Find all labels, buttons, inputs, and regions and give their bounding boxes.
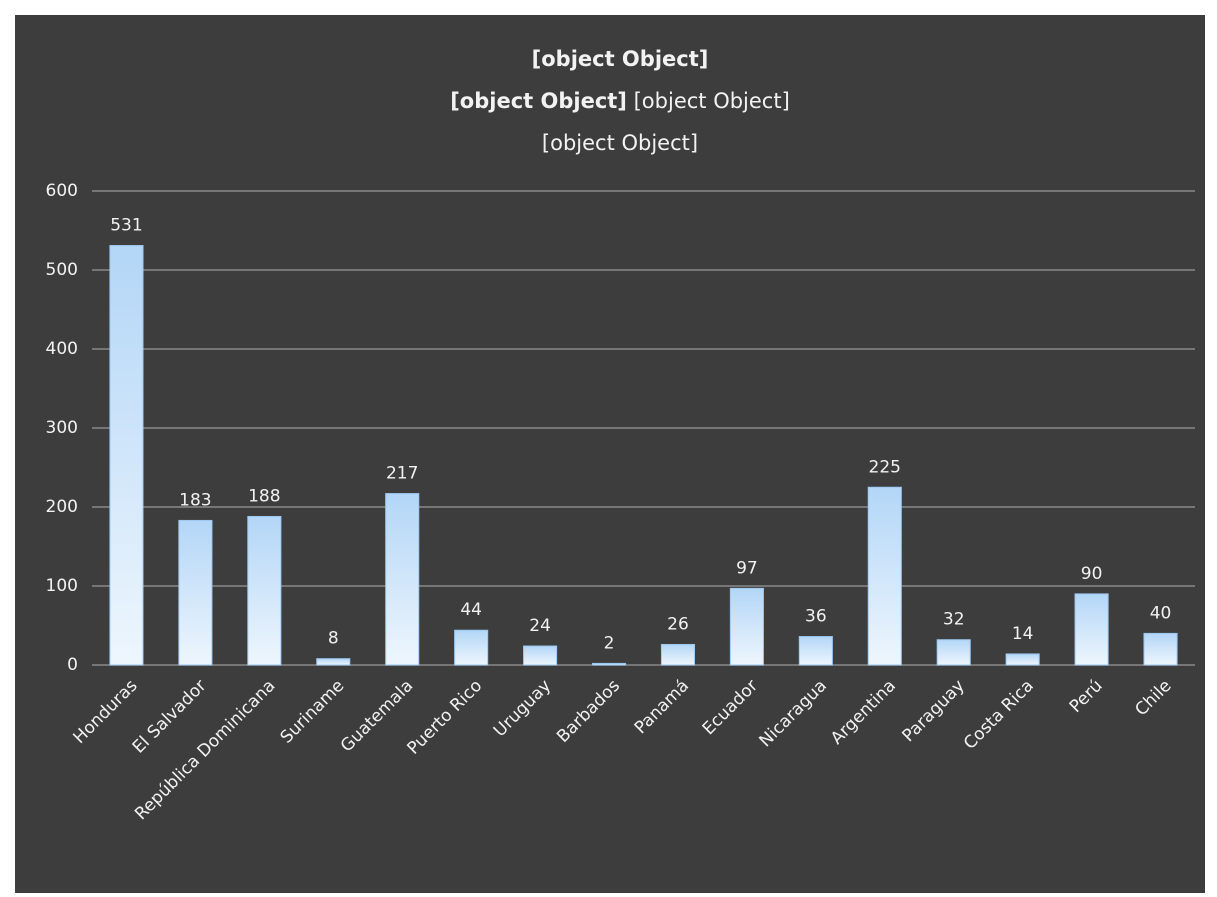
bar bbox=[316, 658, 351, 666]
value-label: 44 bbox=[460, 600, 482, 620]
value-label: 24 bbox=[529, 616, 551, 636]
value-label: 2 bbox=[604, 633, 615, 653]
value-label: 217 bbox=[386, 464, 418, 484]
title-part: [object Object] bbox=[542, 131, 698, 155]
value-label: 188 bbox=[248, 486, 280, 506]
bar bbox=[660, 643, 696, 666]
bar bbox=[1143, 632, 1178, 666]
bar bbox=[591, 662, 627, 666]
chart-title: [object Object] bbox=[532, 47, 709, 71]
bar bbox=[1005, 653, 1040, 666]
value-label: 32 bbox=[943, 610, 965, 630]
bar bbox=[109, 245, 144, 666]
value-label: 40 bbox=[1150, 603, 1172, 623]
bar bbox=[1074, 593, 1109, 666]
title-part: [object Object] bbox=[532, 47, 709, 71]
value-label: 36 bbox=[805, 607, 827, 627]
chart-title: [object Object] [object Object] bbox=[450, 89, 790, 113]
y-tick-label: 200 bbox=[46, 497, 78, 517]
y-tick-label: 0 bbox=[67, 655, 78, 675]
value-label: 531 bbox=[110, 216, 142, 236]
y-tick-label: 500 bbox=[46, 260, 78, 280]
bar bbox=[454, 629, 489, 666]
bar bbox=[178, 519, 213, 666]
value-label: 183 bbox=[179, 490, 211, 510]
y-tick-label: 300 bbox=[46, 418, 78, 438]
title-part: [object Object] bbox=[634, 89, 790, 113]
value-label: 97 bbox=[736, 558, 758, 578]
bar bbox=[729, 587, 764, 666]
value-label: 225 bbox=[869, 457, 901, 477]
y-tick-label: 400 bbox=[46, 339, 78, 359]
bar bbox=[936, 639, 971, 666]
title-part: [object Object] bbox=[450, 89, 627, 113]
y-tick-label: 600 bbox=[46, 181, 78, 201]
value-label: 90 bbox=[1081, 564, 1103, 584]
bar bbox=[247, 515, 282, 666]
chart-title: [object Object] bbox=[542, 131, 698, 155]
y-tick-label: 100 bbox=[46, 576, 78, 596]
value-label: 26 bbox=[667, 614, 689, 634]
bar bbox=[523, 645, 558, 666]
bar bbox=[385, 493, 420, 666]
bar bbox=[867, 486, 902, 666]
chart-background bbox=[15, 15, 1205, 893]
value-label: 8 bbox=[328, 629, 339, 649]
bar bbox=[798, 636, 833, 666]
value-label: 14 bbox=[1012, 624, 1034, 644]
